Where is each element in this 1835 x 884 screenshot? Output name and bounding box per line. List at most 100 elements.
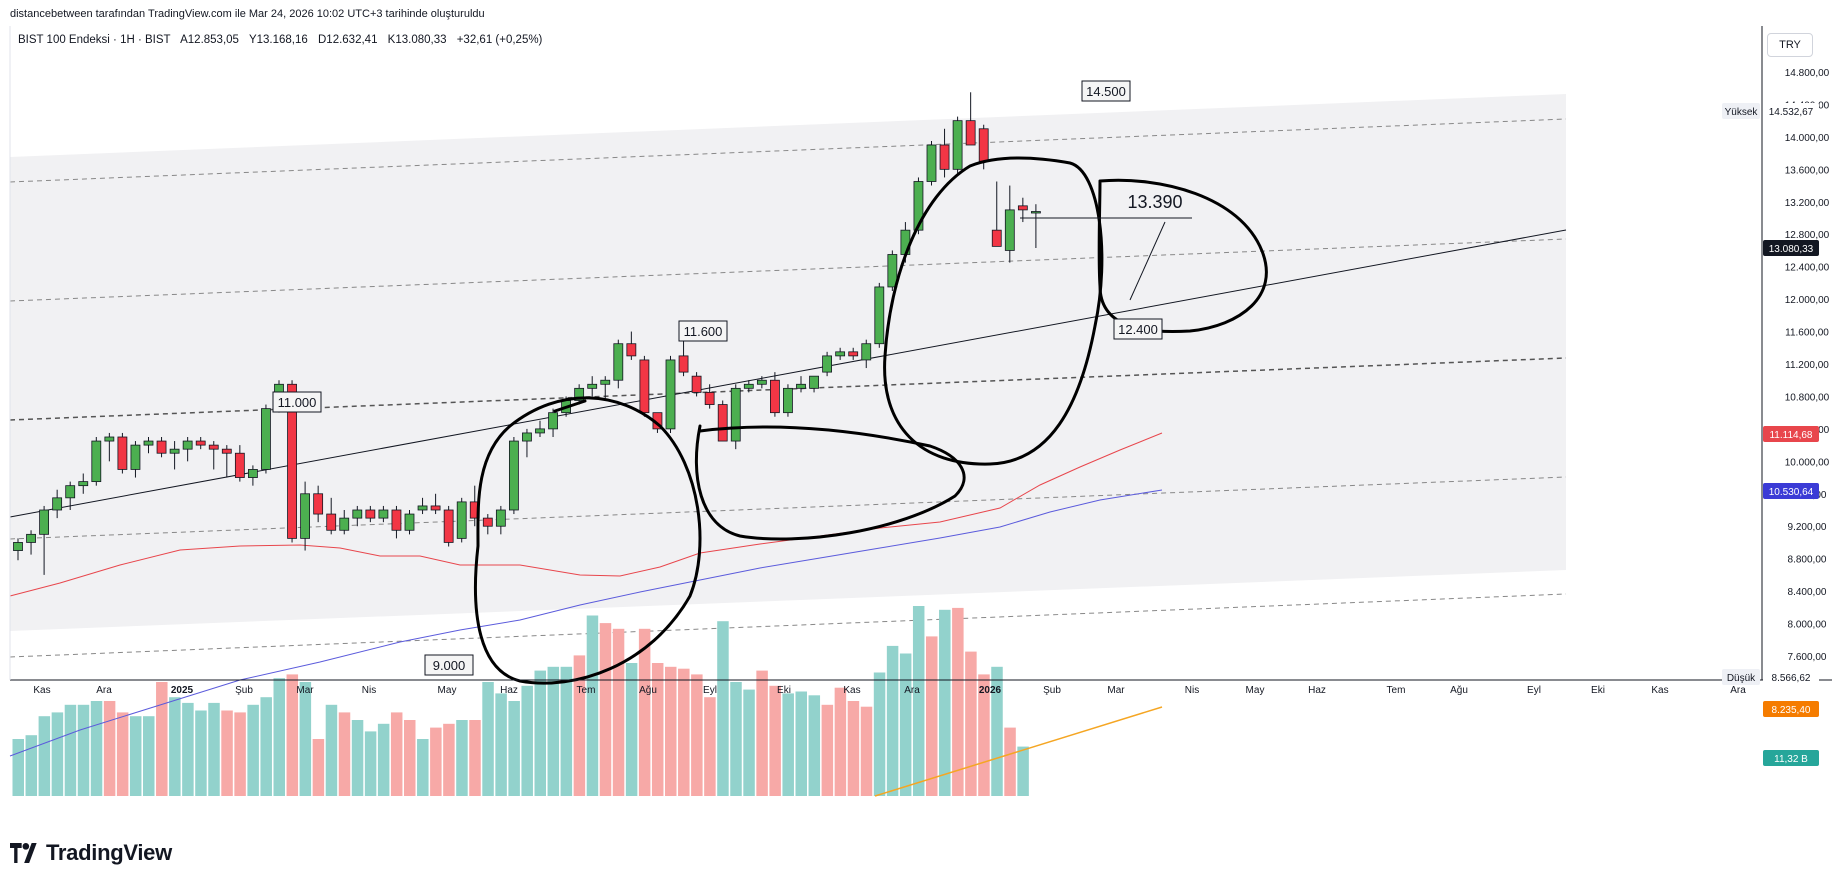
label-12400: 12.400 <box>1113 318 1163 340</box>
annotation-box <box>678 320 728 342</box>
y-tick-label: 11.200,00 <box>1785 360 1829 371</box>
candle <box>91 437 102 486</box>
candle-body <box>326 513 337 531</box>
volume-bar <box>717 621 729 796</box>
candle <box>835 347 846 360</box>
price-badge-bg <box>1763 483 1819 499</box>
candle-body <box>169 448 180 454</box>
price-badge-value: 13.080,33 <box>1769 244 1814 255</box>
label-14500: 14.500 <box>1081 80 1131 102</box>
x-tick-label: Eyl <box>1527 685 1541 696</box>
price-badge-value: 8.566,62 <box>1772 673 1811 684</box>
candle-body <box>965 120 976 146</box>
annotation-text: 11.600 <box>684 324 723 339</box>
annotation-text: 14.500 <box>1086 84 1126 99</box>
candle <box>639 355 650 417</box>
candle <box>730 384 741 450</box>
volume-bar <box>90 701 103 796</box>
price-badge-bg <box>1763 103 1819 119</box>
x-tick-label: Nis <box>1185 685 1199 696</box>
volume-bar <box>534 670 546 796</box>
volume-bar <box>508 701 520 796</box>
candle <box>156 437 167 458</box>
candle-body <box>234 452 245 478</box>
volume-bar <box>286 674 299 796</box>
y-tick-label: 12.800,00 <box>1785 230 1830 241</box>
candle-body <box>574 387 585 401</box>
candle <box>495 505 506 535</box>
candle-body <box>261 408 271 470</box>
y-tick-label: 14.800,00 <box>1785 68 1830 79</box>
price-chart[interactable]: 14.500 13.390 12.400 11.600 11.000 9.000 14.8… <box>0 26 1835 846</box>
candle <box>261 404 271 474</box>
price-badge-bg <box>1763 426 1819 442</box>
y-tick-label: 14.000,00 <box>1785 133 1830 144</box>
candle <box>169 441 180 470</box>
candle-body <box>352 509 363 519</box>
candle <box>13 538 23 561</box>
x-tick-label: Haz <box>1308 685 1326 696</box>
price-badge-value: 11,32 B <box>1774 754 1808 765</box>
tradingview-logo-icon <box>10 843 37 863</box>
volume-bar <box>808 695 821 796</box>
annotation-box <box>1081 80 1131 102</box>
price-badge-ma_red: 11.114,68 <box>1763 426 1819 442</box>
candle <box>365 505 376 523</box>
attribution-text: distancebetween tarafından TradingView.c… <box>10 8 485 20</box>
price-badge-bg <box>1763 240 1819 256</box>
candle <box>39 505 49 575</box>
tradingview-logo[interactable]: TradingView <box>10 840 172 866</box>
x-tick-label: Tem <box>577 685 596 696</box>
candle <box>313 485 324 523</box>
candle <box>195 437 206 450</box>
y-tick-label: 12.000,00 <box>1785 295 1830 306</box>
change-value: +32,61 (+0,25%) <box>456 34 543 46</box>
candle-body <box>65 485 76 499</box>
volume-bar <box>129 716 142 796</box>
candle-body <box>770 379 780 414</box>
x-tick-label: 2026 <box>979 685 1002 696</box>
y-tick-label: 8.400,00 <box>1788 587 1827 598</box>
candle <box>770 372 780 417</box>
x-tick-label: May <box>1246 685 1265 696</box>
brand-name: TradingView <box>46 840 172 865</box>
candle <box>52 489 63 519</box>
candle-body <box>443 509 454 543</box>
volume-bar <box>665 666 677 796</box>
candle-body <box>691 375 702 393</box>
ma-red-line <box>9 432 1163 597</box>
volume-bar <box>417 739 429 796</box>
candle-body <box>13 542 23 551</box>
price-badge-vol_ma: 8.235,40 <box>1763 701 1819 717</box>
channel-line <box>9 238 1567 302</box>
volume-bar <box>1004 727 1016 796</box>
annotation-text: 11.000 <box>278 395 317 410</box>
volume-bar <box>873 672 886 796</box>
volume-bar <box>1017 746 1029 796</box>
volume-bar <box>769 685 781 796</box>
annotation-text: 12.400 <box>1118 322 1158 337</box>
candle-body <box>91 440 102 483</box>
candle <box>548 408 558 437</box>
candle <box>1004 185 1015 263</box>
x-tick-label: Ağu <box>639 685 657 696</box>
symbol-name[interactable]: BIST 100 Endeksi · 1H · BIST <box>18 34 171 46</box>
candle <box>756 376 767 389</box>
volume-bar <box>299 682 312 796</box>
candle <box>300 481 311 551</box>
annotation-text: 13.390 <box>1127 192 1182 212</box>
candle-body <box>717 404 728 442</box>
candle <box>208 441 219 470</box>
volume-bar <box>364 731 377 796</box>
candle <box>874 282 885 348</box>
candle <box>704 384 715 409</box>
volume-bar <box>886 645 899 796</box>
currency-button[interactable]: TRY <box>1767 33 1813 57</box>
candle <box>743 380 754 393</box>
price-badge-value: 11.114,68 <box>1769 430 1812 441</box>
volume-bar <box>103 701 116 796</box>
candle <box>613 339 624 389</box>
y-tick-label: 7.600,00 <box>1788 652 1827 663</box>
volume-bar <box>573 655 586 796</box>
price-badge-value: 8.235,40 <box>1772 705 1811 716</box>
